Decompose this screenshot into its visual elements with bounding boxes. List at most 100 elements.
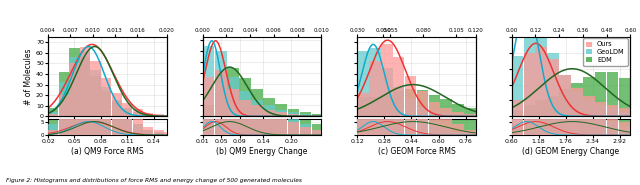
Bar <box>111 95 122 135</box>
Bar <box>440 99 452 116</box>
Bar <box>239 14 251 135</box>
Bar <box>357 77 369 135</box>
Bar <box>357 88 369 135</box>
Bar <box>203 0 214 135</box>
Bar <box>571 83 582 116</box>
Bar <box>122 108 132 116</box>
Text: Figure 2: Histograms and distributions of force RMS and energy change of 500 gen: Figure 2: Histograms and distributions o… <box>6 178 302 183</box>
Bar <box>524 53 535 116</box>
Bar <box>595 61 607 135</box>
Bar <box>524 117 535 135</box>
Bar <box>80 51 90 116</box>
Bar <box>263 110 275 116</box>
Bar <box>80 0 90 135</box>
Bar <box>239 0 251 135</box>
Bar <box>69 3 79 135</box>
Bar <box>132 112 143 116</box>
Bar <box>452 104 464 116</box>
Y-axis label: # of Molecules: # of Molecules <box>24 48 33 105</box>
Bar <box>312 114 324 116</box>
Bar <box>300 112 312 116</box>
Bar <box>429 102 440 116</box>
Bar <box>251 82 263 135</box>
Bar <box>536 19 547 135</box>
Bar <box>595 105 607 116</box>
Bar <box>69 0 79 135</box>
Bar <box>512 100 524 116</box>
Bar <box>619 108 630 116</box>
Bar <box>404 93 416 135</box>
Bar <box>263 82 275 135</box>
Bar <box>164 115 175 116</box>
Bar <box>583 101 595 135</box>
Bar <box>547 96 559 116</box>
Bar <box>227 68 239 116</box>
Bar <box>417 90 428 116</box>
Bar <box>607 117 618 135</box>
Bar <box>357 0 369 135</box>
Bar <box>59 24 69 135</box>
Bar <box>381 82 392 135</box>
Bar <box>263 103 275 135</box>
Bar <box>464 130 476 135</box>
Bar <box>300 125 312 135</box>
Bar <box>48 125 58 135</box>
Bar <box>417 69 428 135</box>
Bar <box>239 56 251 135</box>
Bar <box>122 102 132 116</box>
Bar <box>215 70 227 116</box>
Bar <box>239 100 251 116</box>
Bar <box>381 0 392 135</box>
Bar <box>48 114 58 116</box>
Bar <box>452 112 464 116</box>
Bar <box>369 61 381 116</box>
Bar <box>547 40 559 135</box>
Bar <box>559 66 571 135</box>
Bar <box>251 3 263 135</box>
Bar <box>275 112 287 116</box>
Bar <box>547 29 559 135</box>
Bar <box>559 89 571 116</box>
Bar <box>143 127 154 135</box>
Bar <box>417 91 428 116</box>
Bar <box>607 122 618 135</box>
Bar <box>404 99 416 116</box>
Bar <box>381 68 392 116</box>
Bar <box>287 98 300 135</box>
Legend: Ours, GeoLDM, EDM: Ours, GeoLDM, EDM <box>583 38 628 66</box>
Bar <box>312 125 324 135</box>
Bar <box>571 88 582 135</box>
Bar <box>164 132 175 135</box>
Bar <box>619 112 630 116</box>
Bar <box>381 44 392 116</box>
Bar <box>122 114 132 135</box>
Bar <box>464 132 476 135</box>
Bar <box>227 89 239 116</box>
Bar <box>595 102 607 116</box>
Bar <box>417 72 428 135</box>
Bar <box>122 114 132 135</box>
Bar <box>263 45 275 135</box>
Bar <box>101 61 111 135</box>
Bar <box>203 82 214 135</box>
Bar <box>69 57 79 116</box>
Bar <box>154 115 164 116</box>
Bar <box>111 77 122 135</box>
Bar <box>417 111 428 135</box>
Bar <box>143 130 154 135</box>
Bar <box>111 98 122 135</box>
Bar <box>143 114 154 116</box>
Bar <box>90 70 100 116</box>
Bar <box>583 69 595 135</box>
Bar <box>48 130 58 135</box>
Bar <box>80 46 90 116</box>
Bar <box>287 109 300 116</box>
Bar <box>429 98 440 135</box>
Bar <box>154 114 164 116</box>
Bar <box>583 109 595 135</box>
Bar <box>101 87 111 116</box>
Bar <box>357 97 369 116</box>
Bar <box>512 109 524 135</box>
X-axis label: (a) QM9 Force RMS: (a) QM9 Force RMS <box>71 147 144 156</box>
Bar <box>571 93 582 135</box>
